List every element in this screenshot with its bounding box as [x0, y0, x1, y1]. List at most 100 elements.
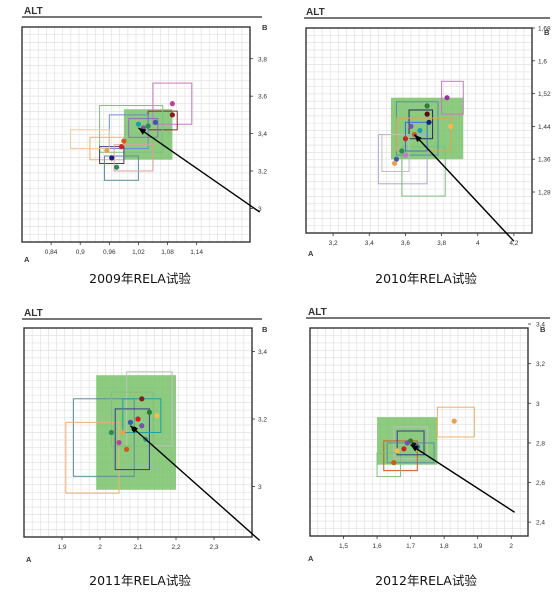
- data-point: [424, 103, 430, 109]
- corner-label-b: B: [262, 325, 268, 334]
- data-point: [135, 416, 141, 422]
- data-point: [402, 136, 409, 142]
- x-tick-label: 2,2: [171, 544, 180, 551]
- data-point: [127, 419, 133, 425]
- x-tick-label: 1,9: [473, 543, 482, 550]
- data-point: [139, 423, 145, 429]
- data-point: [402, 152, 409, 158]
- x-tick-label: 2: [98, 544, 102, 551]
- corner-label-a: A: [308, 249, 314, 258]
- y-tick-label: 3,2: [536, 361, 545, 368]
- y-tick-label: 2,8: [536, 440, 545, 447]
- data-point: [426, 119, 432, 125]
- chart-caption-2011: 2011年RELA试验: [89, 573, 191, 588]
- x-tick-label: 4,2: [509, 240, 518, 247]
- data-point: [444, 95, 450, 101]
- y-tick-label: 1,6: [538, 58, 547, 65]
- confidence-box: [152, 82, 193, 125]
- y-tick-label: 1,68: [538, 26, 551, 33]
- corner-label-a: A: [24, 255, 30, 264]
- chart-title: ALT: [306, 7, 325, 18]
- x-tick-label: 0,96: [103, 249, 116, 256]
- chart-caption-2010: 2010年RELA试验: [375, 271, 477, 286]
- data-point: [399, 148, 405, 154]
- confidence-box: [128, 118, 159, 138]
- plot-frame: [21, 26, 251, 243]
- data-point: [417, 127, 423, 134]
- arrow-head: [414, 134, 422, 143]
- corner-label-b: B: [262, 23, 268, 32]
- confidence-box: [72, 398, 135, 477]
- y-tick-label: 3,4: [258, 349, 267, 356]
- confidence-box: [99, 146, 125, 164]
- confidence-box: [441, 80, 464, 115]
- x-tick-label: 1,5: [339, 543, 348, 550]
- data-point: [109, 155, 115, 161]
- confidence-box: [114, 408, 150, 471]
- x-tick-label: 3,6: [401, 240, 410, 247]
- y-tick-label: 3,6: [258, 94, 267, 101]
- x-tick-label: 2: [509, 543, 513, 550]
- data-point: [104, 147, 110, 153]
- data-point: [118, 144, 125, 150]
- arrow-line: [413, 134, 515, 242]
- data-point: [146, 409, 152, 415]
- y-tick-label: 3: [258, 484, 262, 491]
- x-tick-label: 1,8: [440, 543, 449, 550]
- data-point: [404, 440, 410, 446]
- y-tick-label: 3: [258, 206, 262, 213]
- x-tick-label: 3,2: [329, 240, 338, 247]
- confidence-box: [65, 421, 120, 494]
- y-tick-label: 3,2: [258, 417, 267, 424]
- data-point: [139, 396, 145, 402]
- x-tick-label: 2,3: [209, 544, 218, 551]
- data-point: [169, 101, 175, 107]
- data-point: [448, 123, 454, 129]
- plot-frame: [309, 327, 529, 537]
- data-point: [116, 440, 122, 446]
- y-tick-label: 2,4: [536, 520, 545, 527]
- x-tick-label: 1,9: [57, 544, 66, 551]
- data-point: [135, 121, 142, 127]
- data-point: [391, 160, 398, 166]
- chart-svg: ALT 1,9 2 2,1 2,2 2,3 3 3,2 3,4 B A: [22, 308, 268, 564]
- x-tick-label: 1,14: [190, 249, 203, 256]
- confidence-box: [376, 452, 402, 478]
- chart-svg: ALT 3,2 3,4 3,6 3,8 4 4,2 1,28 1,36 1,44 1,52 1,6 1,…: [304, 7, 551, 258]
- chart-panel-2011: ALT 1,9 2 2,1 2,2 2,3 3 3,2 3,4 B A: [0, 296, 278, 592]
- data-point: [408, 123, 414, 129]
- x-tick-label: 1,7: [406, 543, 415, 550]
- arrow-head: [138, 127, 147, 135]
- data-point: [451, 418, 457, 424]
- chart-title: ALT: [24, 6, 43, 17]
- data-point: [394, 448, 400, 454]
- data-point: [169, 112, 175, 118]
- y-tick-label: 3,4: [536, 322, 545, 329]
- data-point: [152, 119, 159, 125]
- x-tick-label: 1,08: [161, 249, 174, 256]
- y-tick-label: 1,52: [538, 91, 551, 98]
- data-point: [393, 156, 399, 162]
- chart-panel-2012: ALT 1,5 1,6 1,7 1,8 1,9 2 2,4 2,6 2,8 3 3,2 3,4 B A: [278, 296, 556, 592]
- chart-svg: ALT 1,5 1,6 1,7 1,8 1,9 2 2,4 2,6 2,8 3 3,2 3,4B A: [306, 307, 550, 563]
- y-tick-label: 1,28: [538, 190, 551, 197]
- arrow-line: [129, 425, 261, 541]
- x-tick-label: 3,4: [365, 240, 374, 247]
- corner-label-b: B: [544, 28, 550, 37]
- y-tick-label: 3,4: [258, 131, 267, 138]
- arrow-head: [410, 444, 419, 452]
- data-point: [120, 429, 126, 436]
- data-point: [145, 123, 151, 129]
- y-tick-label: 3,8: [258, 56, 267, 63]
- data-point: [154, 413, 160, 419]
- confidence-box: [99, 105, 164, 153]
- corner-label-b: B: [540, 325, 546, 334]
- x-tick-label: 2,1: [133, 544, 142, 551]
- y-tick-label: 2,6: [536, 480, 545, 487]
- data-point: [121, 138, 127, 144]
- data-point: [108, 429, 114, 436]
- y-tick-label: 1,44: [538, 124, 551, 131]
- data-point: [424, 111, 430, 117]
- confidence-box: [110, 391, 154, 447]
- chart-caption-2012: 2012年RELA试验: [375, 573, 477, 588]
